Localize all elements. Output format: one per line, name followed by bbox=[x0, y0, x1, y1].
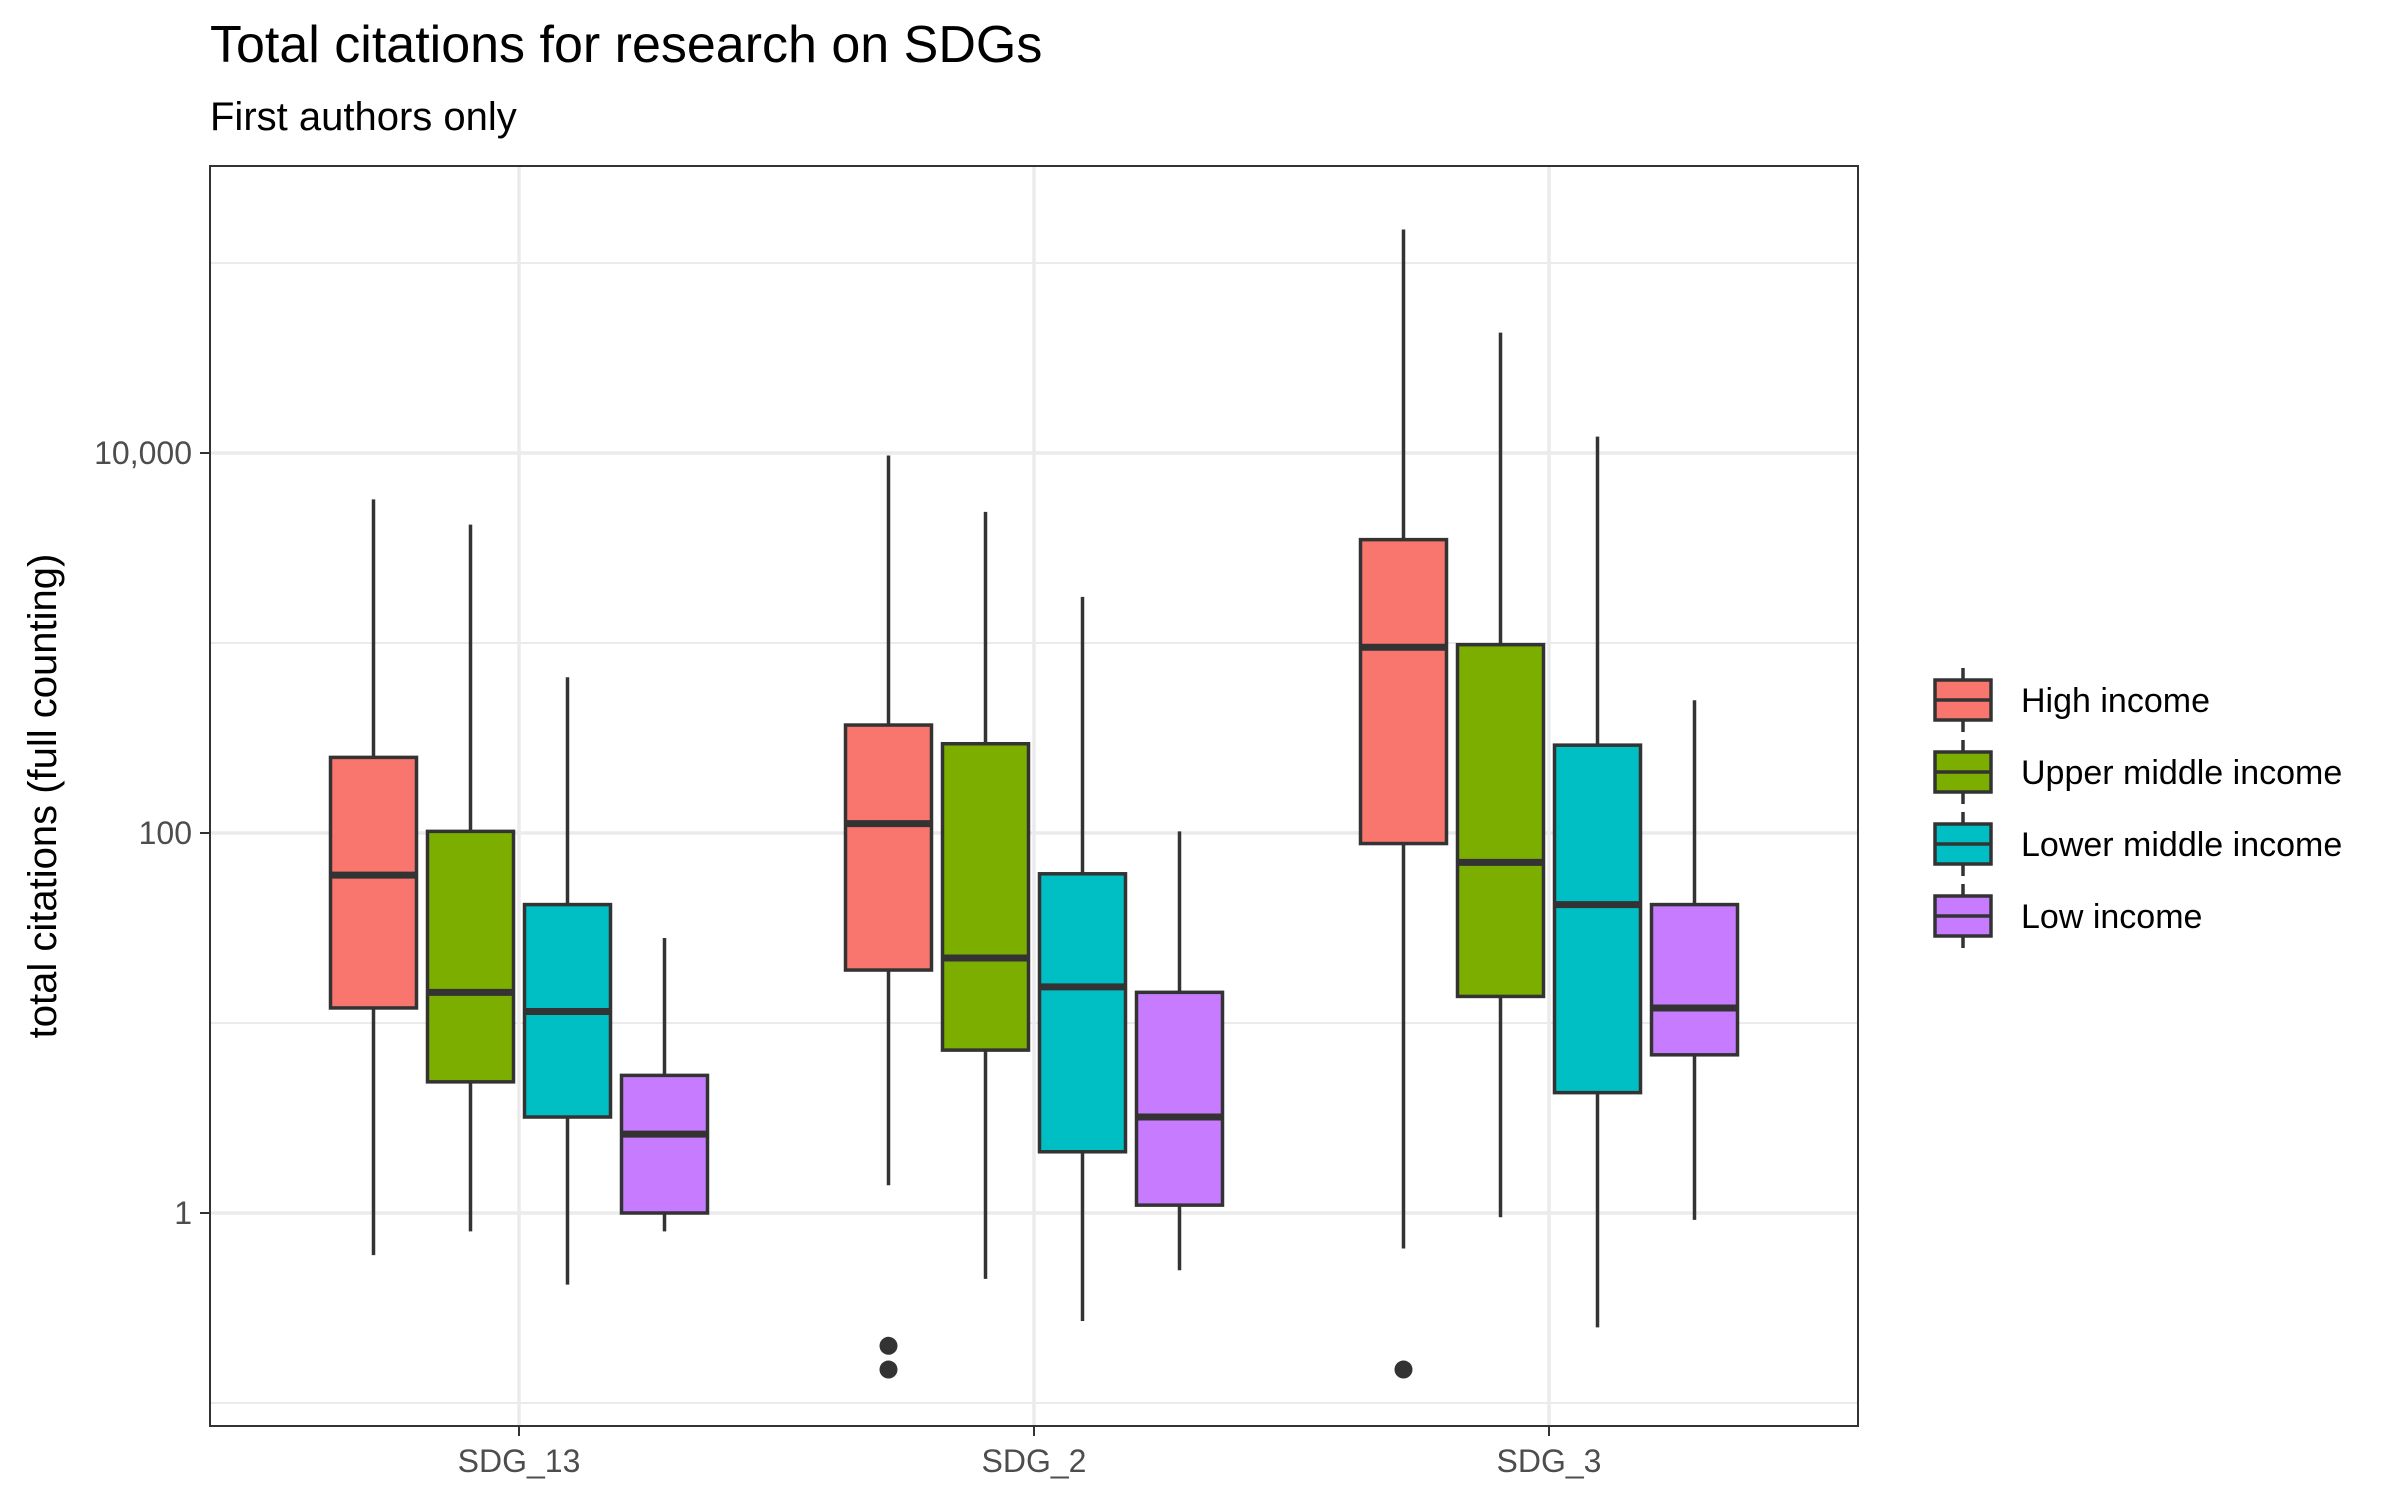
box-group-sdg-13-high-income bbox=[328, 499, 419, 1256]
y-axis-title: total citations (full counting) bbox=[21, 554, 65, 1039]
box bbox=[940, 741, 1031, 1052]
box bbox=[843, 723, 934, 972]
box bbox=[1037, 872, 1128, 1154]
box-group-sdg-2-lower-middle-income bbox=[1037, 596, 1128, 1322]
box bbox=[619, 1073, 710, 1215]
box bbox=[1552, 743, 1643, 1095]
box-group-sdg-2-upper-middle-income bbox=[940, 511, 1031, 1279]
box-group-sdg-3-high-income bbox=[1358, 229, 1449, 1379]
legend-item-upper-middle-income: Upper middle income bbox=[1933, 740, 2342, 804]
y-tick-label: 100 bbox=[139, 815, 192, 851]
box-group-sdg-3-upper-middle-income bbox=[1455, 332, 1546, 1218]
y-tick-label: 1 bbox=[174, 1195, 192, 1231]
legend: High income Upper middle income Lower midd… bbox=[1933, 668, 2342, 948]
legend-label: Low income bbox=[2021, 898, 2202, 936]
y-tick-label: 10,000 bbox=[94, 435, 192, 471]
box bbox=[328, 755, 419, 1010]
box bbox=[425, 829, 516, 1084]
boxplot-marks bbox=[328, 229, 1740, 1379]
outlier-point bbox=[879, 1360, 898, 1379]
box-group-sdg-13-lower-middle-income bbox=[522, 677, 613, 1285]
box-group-sdg-2-low-income bbox=[1134, 831, 1225, 1271]
chart-title: Total citations for research on SDGs bbox=[210, 16, 1042, 74]
outlier-point bbox=[1394, 1360, 1413, 1379]
legend-label: High income bbox=[2021, 682, 2210, 720]
legend-item-low-income: Low income bbox=[1933, 884, 2202, 948]
x-tick-label: SDG_2 bbox=[982, 1443, 1087, 1479]
x-tick-label: SDG_3 bbox=[1497, 1443, 1602, 1479]
box bbox=[1455, 642, 1546, 999]
legend-item-lower-middle-income: Lower middle income bbox=[1933, 812, 2342, 876]
legend-label: Lower middle income bbox=[2021, 826, 2342, 864]
box-group-sdg-3-low-income bbox=[1649, 700, 1740, 1220]
box bbox=[1358, 537, 1449, 846]
x-axis: SDG_13 SDG_2 SDG_3 bbox=[458, 1426, 1602, 1479]
outlier-point bbox=[879, 1336, 898, 1355]
legend-label: Upper middle income bbox=[2021, 754, 2342, 792]
legend-item-high-income: High income bbox=[1933, 668, 2210, 732]
box bbox=[1649, 902, 1740, 1057]
box-group-sdg-13-low-income bbox=[619, 938, 710, 1232]
box-group-sdg-2-high-income bbox=[843, 455, 934, 1379]
x-tick-label: SDG_13 bbox=[458, 1443, 581, 1479]
y-axis: 1 100 10,000 bbox=[94, 435, 210, 1231]
box-group-sdg-13-upper-middle-income bbox=[425, 524, 516, 1232]
box bbox=[1134, 990, 1225, 1207]
chart-subtitle: First authors only bbox=[210, 95, 517, 139]
box-group-sdg-3-lower-middle-income bbox=[1552, 436, 1643, 1328]
